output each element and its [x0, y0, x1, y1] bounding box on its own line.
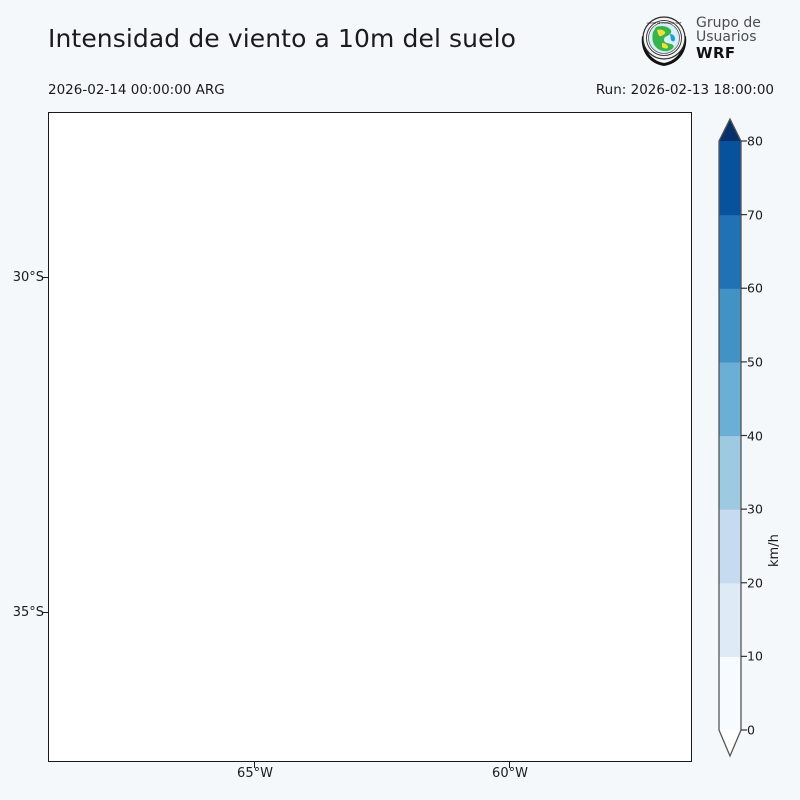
logo-line-2: Usuarios [696, 29, 757, 46]
lat-label-35s: 35°S [12, 605, 44, 620]
colorbar-tick-30: 30 [747, 501, 763, 517]
page-title: Intensidad de viento a 10m del suelo [48, 24, 517, 53]
lat-tick-30s [42, 277, 48, 279]
logo-line-3: WRF [696, 43, 736, 62]
lon-tick-60w [509, 762, 511, 768]
colorbar-tick-70: 70 [747, 207, 763, 223]
colorbar-tick-50: 50 [747, 354, 763, 370]
wrf-user-group-logo: GRUPO DE USUARIOS WRF Grupo de Usuarios … [636, 14, 796, 72]
valid-time-label: 2026-02-14 00:00:00 ARG [48, 82, 225, 98]
colorbar-svg[interactable] [707, 112, 795, 772]
logo-line-1: Grupo de [696, 15, 761, 31]
colorbar-unit-label: km/h [767, 534, 782, 567]
colorbar-tick-0: 0 [747, 722, 755, 738]
colorbar-tick-60: 60 [747, 280, 763, 296]
wind-intensity-map[interactable] [48, 112, 692, 762]
lon-tick-65w [254, 762, 256, 768]
colorbar[interactable]: 80 70 60 50 40 30 20 10 0 km/h [707, 112, 795, 772]
colorbar-tick-10: 10 [747, 648, 763, 664]
colorbar-bands [718, 117, 742, 758]
lat-label-30s: 30°S [12, 270, 44, 285]
svg-text:GRUPO DE USUARIOS WRF: GRUPO DE USUARIOS WRF [647, 21, 682, 25]
colorbar-tick-20: 20 [747, 575, 763, 591]
colorbar-tick-80: 80 [747, 133, 763, 149]
lat-tick-35s [42, 612, 48, 614]
lon-label-60w: 60°W [492, 766, 528, 781]
map-frame [48, 112, 692, 762]
lon-label-65w: 65°W [237, 766, 273, 781]
run-time-label: Run: 2026-02-13 18:00:00 [595, 82, 774, 98]
globe-emblem-icon: GRUPO DE USUARIOS WRF [641, 16, 687, 66]
colorbar-ticks [741, 140, 747, 731]
colorbar-tick-40: 40 [747, 428, 763, 443]
